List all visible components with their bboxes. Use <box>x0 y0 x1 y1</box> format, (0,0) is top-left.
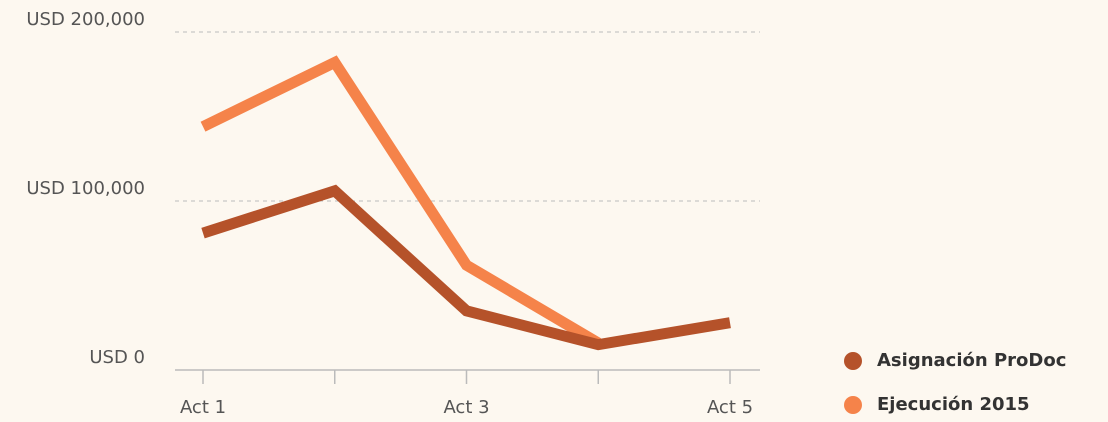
legend-label: Ejecución 2015 <box>877 394 1030 415</box>
legend-swatch <box>844 352 862 370</box>
legend-swatch <box>844 396 862 414</box>
x-tick-label: Act 1 <box>180 397 226 418</box>
series-line <box>201 184 731 351</box>
y-tick-label: USD 0 <box>89 347 145 368</box>
x-tick-label: Act 3 <box>443 397 489 418</box>
legend-label: Asignación ProDoc <box>877 350 1066 371</box>
y-tick-label: USD 200,000 <box>26 9 145 30</box>
x-tick-label: Act 5 <box>707 397 753 418</box>
y-tick-label: USD 100,000 <box>26 178 145 199</box>
series-line <box>200 55 602 348</box>
